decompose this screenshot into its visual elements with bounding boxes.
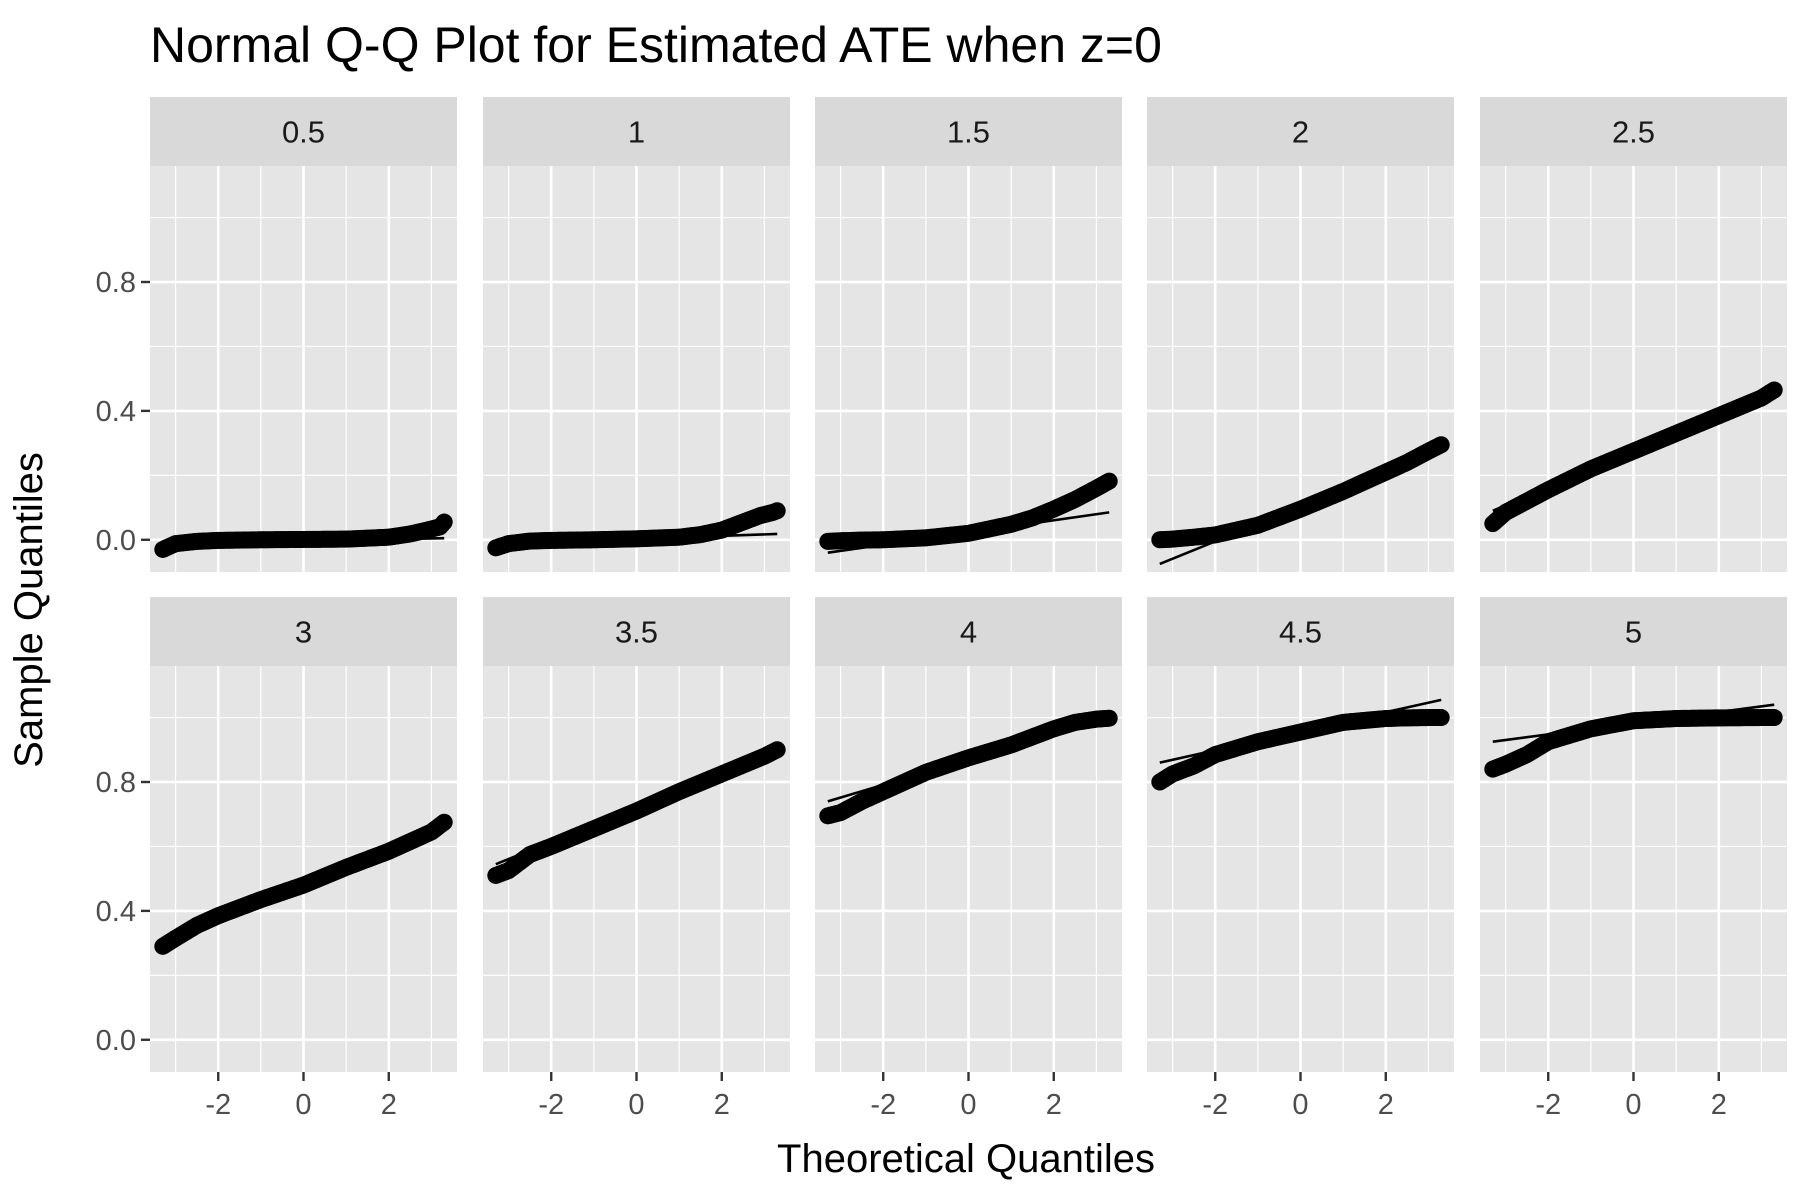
qq-points	[1151, 436, 1450, 549]
y-tick-label: 0.8	[96, 767, 136, 799]
x-tick-label: -2	[1202, 1089, 1228, 1121]
x-tick-label: 2	[1711, 1089, 1727, 1121]
x-tick-label: -2	[205, 1089, 231, 1121]
x-tick-label: 0	[1625, 1089, 1641, 1121]
x-axes: -2 0 2 -2 0 2 -2 0 2 -2 0 2 -2 0 2	[205, 1072, 1727, 1121]
x-tick-label: -2	[538, 1089, 564, 1121]
y-tick-label: 0.4	[96, 396, 136, 428]
qq-point	[1432, 436, 1450, 454]
facet-grid: 0.5 1 1.5 2 2.5 3 3.5 4 4.5 5	[150, 97, 1787, 1072]
facet-strip	[1147, 597, 1454, 666]
qq-reference-line	[827, 716, 1110, 803]
qq-point	[768, 502, 786, 520]
panel-grid	[1147, 166, 1454, 572]
y-axis-title: Sample Quantiles	[7, 452, 51, 768]
qq-reference-line	[495, 532, 778, 545]
qq-reference-line	[827, 511, 1110, 554]
facet-panel: 4.5	[1147, 597, 1454, 1072]
facet-strip-label: 4	[960, 615, 977, 650]
facet-panel: 1	[483, 97, 790, 572]
facet-panel: 4	[815, 597, 1122, 1072]
y-tick-label: 0.8	[96, 267, 136, 299]
facet-strip-label: 1	[628, 115, 645, 150]
panel-grid	[1147, 666, 1454, 1072]
x-tick-label: 0	[960, 1089, 976, 1121]
y-axes: 0.0 0.4 0.8 0.0 0.4 0.8	[96, 267, 150, 1057]
x-tick-label: 0	[628, 1089, 644, 1121]
facet-panel: 3.5	[483, 597, 790, 1072]
facet-strip	[815, 97, 1122, 166]
qq-reference-line	[1492, 703, 1775, 744]
facet-strip	[1147, 97, 1454, 166]
facet-strip	[1480, 597, 1787, 666]
facet-strip-label: 5	[1625, 615, 1642, 650]
x-tick-label: 0	[1292, 1089, 1308, 1121]
x-tick-label: 2	[1046, 1089, 1062, 1121]
facet-strip	[150, 97, 457, 166]
qq-point	[435, 813, 453, 831]
facet-strip-label: 2.5	[1612, 115, 1655, 150]
facet-strip	[483, 97, 790, 166]
facet-strip-label: 1.5	[947, 115, 990, 150]
qq-reference-line	[162, 822, 445, 946]
panel-grid	[150, 666, 457, 1072]
qq-point	[1100, 472, 1118, 490]
facet-strip-label: 0.5	[282, 115, 325, 150]
x-tick-label: 0	[295, 1089, 311, 1121]
qq-point	[768, 741, 786, 759]
facet-strip	[483, 597, 790, 666]
facet-strip-label: 2	[1292, 115, 1309, 150]
x-tick-label: -2	[870, 1089, 896, 1121]
qq-point	[435, 513, 453, 531]
qq-points	[154, 513, 453, 558]
x-tick-label: -2	[1535, 1089, 1561, 1121]
facet-panel: 0.5	[150, 97, 457, 572]
facet-panel: 2.5	[1480, 97, 1787, 572]
qq-reference-line	[1159, 698, 1442, 764]
qq-reference-line	[495, 750, 778, 866]
qq-point	[1432, 709, 1450, 727]
qq-point	[1765, 709, 1783, 727]
facet-panel: 1.5	[815, 97, 1122, 572]
chart-title: Normal Q-Q Plot for Estimated ATE when z…	[150, 17, 1162, 73]
facet-strip-label: 4.5	[1279, 615, 1322, 650]
qq-point	[1765, 381, 1783, 399]
x-tick-label: 2	[714, 1089, 730, 1121]
y-tick-label: 0.0	[96, 1025, 136, 1057]
y-tick-label: 0.0	[96, 525, 136, 557]
x-axis-title: Theoretical Quantiles	[777, 1137, 1155, 1181]
qq-reference-line	[162, 536, 445, 545]
y-tick-label: 0.4	[96, 896, 136, 928]
facet-strip-label: 3.5	[615, 615, 658, 650]
facet-strip-label: 3	[295, 615, 312, 650]
facet-panel: 2	[1147, 97, 1454, 572]
panel-grid	[483, 666, 790, 1072]
facet-panel: 3	[150, 597, 457, 1072]
x-tick-label: 2	[381, 1089, 397, 1121]
qq-reference-line	[1159, 448, 1442, 566]
facet-strip	[815, 597, 1122, 666]
facet-panel: 5	[1480, 597, 1787, 1072]
x-tick-label: 2	[1378, 1089, 1394, 1121]
qq-reference-line	[1492, 390, 1775, 512]
facet-strip	[1480, 97, 1787, 166]
facet-strip	[150, 597, 457, 666]
